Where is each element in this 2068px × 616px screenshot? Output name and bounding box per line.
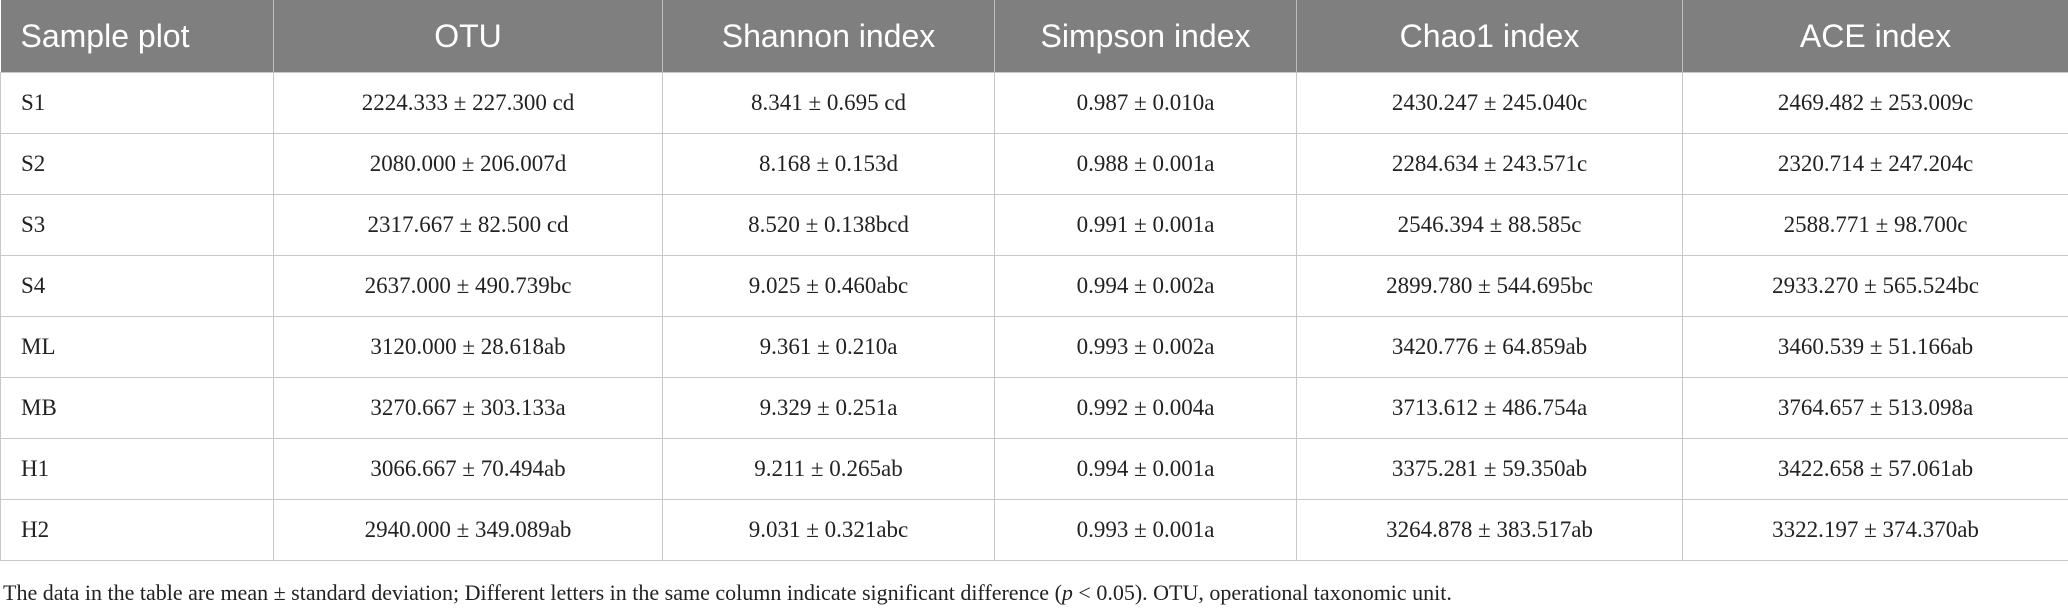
table-cell: 9.361 ± 0.210a [662,316,995,378]
table-cell: ML [0,316,274,378]
table-cell: 0.994 ± 0.001a [994,438,1297,500]
header-cell: OTU [273,0,663,73]
table-row: H1 3066.667 ± 70.494ab 9.211 ± 0.265ab 0.99… [0,438,2068,500]
table-row: S3 2317.667 ± 82.500 cd 8.520 ± 0.138bcd 0.… [0,194,2068,256]
table-cell: 3264.878 ± 383.517ab [1296,499,1683,561]
table-cell: MB [0,377,274,439]
table-cell: 0.988 ± 0.001a [994,133,1297,195]
table-cell: H2 [0,499,274,561]
table-cell: 2224.333 ± 227.300 cd [273,72,663,134]
table-cell: 2899.780 ± 544.695bc [1296,255,1683,317]
table-cell: 3764.657 ± 513.098a [1682,377,2068,439]
table-cell: 0.994 ± 0.002a [994,255,1297,317]
table-cell: 0.993 ± 0.001a [994,499,1297,561]
table-cell: 2637.000 ± 490.739bc [273,255,663,317]
footnote-text: < 0.05). OTU, operational taxonomic unit… [1072,580,1452,605]
table-cell: 0.993 ± 0.002a [994,316,1297,378]
table-cell: 9.211 ± 0.265ab [662,438,995,500]
table-cell: 2469.482 ± 253.009c [1682,72,2068,134]
table-cell: 3120.000 ± 28.618ab [273,316,663,378]
table-row: S1 2224.333 ± 227.300 cd 8.341 ± 0.695 cd 0… [0,72,2068,134]
table-row: ML 3120.000 ± 28.618ab 9.361 ± 0.210a 0.993… [0,316,2068,378]
header-cell: Chao1 index [1296,0,1683,73]
table-cell: 3420.776 ± 64.859ab [1296,316,1683,378]
table-cell: 2320.714 ± 247.204c [1682,133,2068,195]
header-row: Sample plot OTU Shannon index Simpson index… [0,0,2068,73]
table-cell: 3422.658 ± 57.061ab [1682,438,2068,500]
table-cell: 9.329 ± 0.251a [662,377,995,439]
footnote-text: The data in the table are mean ± standar… [3,580,1062,605]
table-cell: 9.031 ± 0.321abc [662,499,995,561]
footnote: The data in the table are mean ± standar… [3,580,1452,606]
data-table: Sample plot OTU Shannon index Simpson index… [0,0,2068,561]
table-cell: 2317.667 ± 82.500 cd [273,194,663,256]
header-cell: Sample plot [0,0,274,73]
table-cell: 3270.667 ± 303.133a [273,377,663,439]
table-cell: 8.341 ± 0.695 cd [662,72,995,134]
header-cell: ACE index [1682,0,2068,73]
table-row: MB 3270.667 ± 303.133a 9.329 ± 0.251a 0.992… [0,377,2068,439]
table-cell: 2546.394 ± 88.585c [1296,194,1683,256]
table-cell: 2933.270 ± 565.524bc [1682,255,2068,317]
table-cell: 3066.667 ± 70.494ab [273,438,663,500]
header-cell: Shannon index [662,0,995,73]
table-cell: 2080.000 ± 206.007d [273,133,663,195]
table-row: S2 2080.000 ± 206.007d 8.168 ± 0.153d 0.988… [0,133,2068,195]
table-row: S4 2637.000 ± 490.739bc 9.025 ± 0.460abc 0.… [0,255,2068,317]
table-cell: 8.168 ± 0.153d [662,133,995,195]
footnote-italic: p [1061,580,1073,605]
table-cell: H1 [0,438,274,500]
table-cell: S3 [0,194,274,256]
table-cell: 2430.247 ± 245.040c [1296,72,1683,134]
table-cell: 3713.612 ± 486.754a [1296,377,1683,439]
table-cell: S2 [0,133,274,195]
table-cell: 3460.539 ± 51.166ab [1682,316,2068,378]
table-cell: S1 [0,72,274,134]
table-row: H2 2940.000 ± 349.089ab 9.031 ± 0.321abc 0.… [0,499,2068,561]
table-cell: S4 [0,255,274,317]
table-cell: 3322.197 ± 374.370ab [1682,499,2068,561]
table-cell: 9.025 ± 0.460abc [662,255,995,317]
table-cell: 3375.281 ± 59.350ab [1296,438,1683,500]
table-cell: 8.520 ± 0.138bcd [662,194,995,256]
table-cell: 2940.000 ± 349.089ab [273,499,663,561]
table-body: S1 2224.333 ± 227.300 cd 8.341 ± 0.695 cd 0… [0,72,2068,561]
table-cell: 0.992 ± 0.004a [994,377,1297,439]
header-cell: Simpson index [994,0,1297,73]
table-cell: 2588.771 ± 98.700c [1682,194,2068,256]
table-cell: 0.987 ± 0.010a [994,72,1297,134]
table-cell: 2284.634 ± 243.571c [1296,133,1683,195]
table-cell: 0.991 ± 0.001a [994,194,1297,256]
